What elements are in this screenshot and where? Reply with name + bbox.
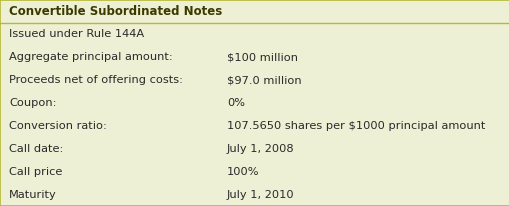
Text: Call date:: Call date: <box>9 144 64 154</box>
Text: Call price: Call price <box>9 167 63 177</box>
Text: Convertible Subordinated Notes: Convertible Subordinated Notes <box>9 5 222 18</box>
Text: $100 million: $100 million <box>227 52 297 62</box>
Text: 107.5650 shares per $1000 principal amount: 107.5650 shares per $1000 principal amou… <box>227 121 485 131</box>
Text: 0%: 0% <box>227 98 244 108</box>
Text: July 1, 2008: July 1, 2008 <box>227 144 294 154</box>
Text: 100%: 100% <box>227 167 259 177</box>
Text: Aggregate principal amount:: Aggregate principal amount: <box>9 52 173 62</box>
Text: $97.0 million: $97.0 million <box>227 75 301 85</box>
Text: Proceeds net of offering costs:: Proceeds net of offering costs: <box>9 75 183 85</box>
Text: Conversion ratio:: Conversion ratio: <box>9 121 107 131</box>
Text: Coupon:: Coupon: <box>9 98 56 108</box>
Text: Issued under Rule 144A: Issued under Rule 144A <box>9 29 144 39</box>
Text: July 1, 2010: July 1, 2010 <box>227 190 294 200</box>
Text: Maturity: Maturity <box>9 190 57 200</box>
